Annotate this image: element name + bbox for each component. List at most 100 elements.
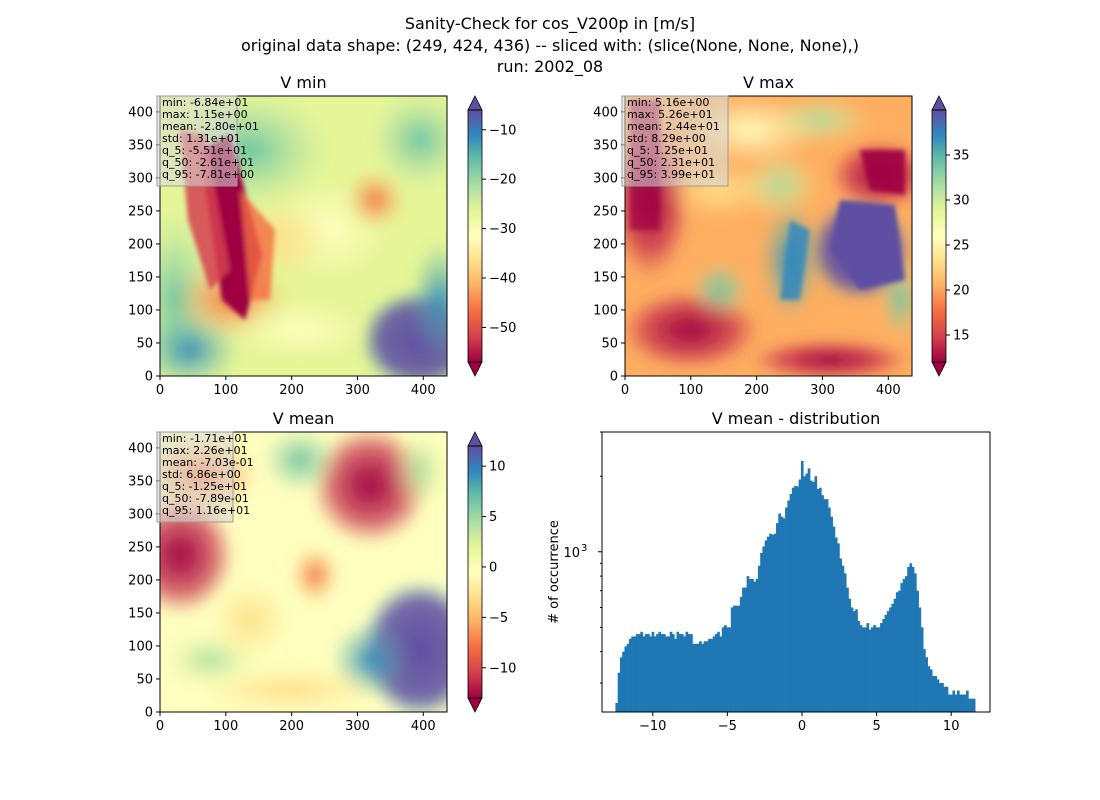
histogram-bar bbox=[927, 666, 931, 712]
histogram-bar bbox=[796, 486, 800, 712]
histogram-bar bbox=[886, 611, 890, 712]
histogram-bar bbox=[712, 636, 716, 712]
y-tick-label: 350 bbox=[128, 138, 153, 153]
colorbar-tick-label: 20 bbox=[953, 284, 970, 299]
histogram-bar bbox=[925, 657, 928, 712]
x-tick-label: −5 bbox=[718, 719, 737, 734]
histogram-bar bbox=[866, 623, 870, 712]
histogram-bar bbox=[699, 641, 702, 712]
histogram-bar bbox=[667, 636, 671, 712]
x-axis-ticks: −10 −5 0 5 10 bbox=[639, 712, 959, 734]
histogram-bar bbox=[830, 516, 833, 712]
stats-box: min: -1.71e+01 max: 2.26e+01 mean: -7.03… bbox=[156, 431, 254, 523]
histogram-bar bbox=[814, 476, 818, 712]
stats-line: q_5: -5.51e+01 bbox=[162, 144, 247, 157]
colorbar-tick-label: −40 bbox=[489, 272, 516, 287]
y-tick-label: 200 bbox=[593, 237, 618, 252]
stats-line: q_50: -2.61e+01 bbox=[162, 156, 254, 169]
histogram-bar bbox=[904, 576, 908, 712]
x-tick-label: 100 bbox=[213, 383, 238, 398]
x-tick-label: 100 bbox=[213, 719, 238, 734]
histogram-bar bbox=[714, 634, 718, 712]
histogram-bar bbox=[615, 702, 619, 712]
histogram-bar bbox=[895, 592, 899, 712]
histogram-bar bbox=[923, 648, 926, 712]
x-tick-label: 0 bbox=[621, 383, 629, 398]
histogram-bar bbox=[800, 460, 804, 712]
colorbar-ticks: −10 −5 0 5 10 bbox=[482, 460, 516, 676]
histogram-bar bbox=[966, 690, 969, 712]
histogram-bar bbox=[757, 565, 761, 712]
histogram-bar bbox=[871, 627, 874, 712]
histogram-bar bbox=[859, 625, 863, 712]
colorbar-tick-label: −5 bbox=[489, 611, 508, 626]
histogram-bar bbox=[914, 573, 917, 712]
histogram-bar bbox=[828, 507, 831, 712]
y-tick-label: 0 bbox=[145, 370, 153, 385]
histogram-bar bbox=[721, 627, 725, 712]
histogram-bar bbox=[968, 698, 971, 712]
x-tick-label: 200 bbox=[279, 383, 304, 398]
histogram-bar bbox=[909, 563, 913, 712]
stats-line: q_95: 3.99e+01 bbox=[627, 168, 715, 181]
y-tick-label: 400 bbox=[128, 441, 153, 456]
histogram-bar bbox=[638, 634, 641, 712]
histogram-bar bbox=[877, 627, 881, 712]
x-tick-label: 0 bbox=[156, 383, 164, 398]
histogram-bar bbox=[726, 627, 729, 712]
histogram-bar bbox=[662, 634, 666, 712]
histogram-bar bbox=[972, 698, 976, 712]
histogram-bar bbox=[674, 638, 677, 712]
colorbar-extend-top bbox=[467, 95, 483, 111]
histogram-bar bbox=[848, 598, 852, 712]
histogram-bar bbox=[902, 578, 906, 712]
histogram-bar bbox=[631, 636, 634, 712]
colorbar-tick-label: 15 bbox=[953, 329, 970, 344]
histogram-bar bbox=[633, 636, 637, 712]
histogram-bar bbox=[733, 605, 736, 712]
y-tick-label-exponent: 3 bbox=[581, 543, 587, 554]
histogram-bar bbox=[898, 590, 901, 712]
histogram-bar bbox=[803, 476, 806, 712]
y-tick-label: 250 bbox=[593, 204, 618, 219]
stats-line: q_5: -1.25e+01 bbox=[162, 480, 247, 493]
y-axis-ticks: 0 50 100 150 200 250 300 350 400 bbox=[593, 105, 625, 385]
colorbar-tick-label: −10 bbox=[489, 123, 516, 138]
y-axis-ticks: 0 50 100 150 200 250 300 350 400 bbox=[128, 441, 160, 721]
y-tick-label: 350 bbox=[593, 138, 618, 153]
x-axis-ticks: 0 100 200 300 400 bbox=[156, 712, 436, 734]
histogram-bar bbox=[832, 526, 836, 712]
x-axis-ticks: 0 100 200 300 400 bbox=[621, 376, 901, 398]
stats-box: min: 5.16e+00 max: 5.26e+01 mean: 2.44e+… bbox=[621, 95, 729, 187]
x-tick-label: 400 bbox=[411, 719, 436, 734]
histogram-bar bbox=[852, 611, 856, 712]
histogram-bar bbox=[787, 500, 790, 712]
histogram-bar bbox=[947, 694, 951, 712]
histogram-bar bbox=[950, 694, 953, 712]
histogram-bar bbox=[683, 636, 686, 712]
histogram-bar bbox=[934, 675, 938, 712]
colorbar-ticks: 15 20 25 30 35 bbox=[946, 149, 970, 344]
colorbar-extend-top bbox=[467, 431, 483, 447]
histogram-bar bbox=[739, 597, 743, 712]
histogram-bar bbox=[961, 694, 965, 712]
histogram-bar bbox=[644, 634, 648, 712]
panel-v-mean: V mean 0 100 200 300 400 0501001502002503003… bbox=[128, 409, 516, 734]
y-tick-label: 250 bbox=[128, 204, 153, 219]
histogram-bar bbox=[861, 627, 865, 712]
histogram-bar bbox=[701, 643, 705, 712]
histogram-bar bbox=[789, 493, 793, 712]
histogram-bar bbox=[748, 578, 752, 712]
y-tick-label: 250 bbox=[128, 540, 153, 555]
panel-title: V min bbox=[280, 73, 326, 92]
y-tick-label: 150 bbox=[593, 270, 618, 285]
histogram-bar bbox=[900, 583, 904, 712]
histogram-bar bbox=[864, 627, 867, 712]
histogram-bar bbox=[893, 598, 897, 712]
heatmap-image bbox=[625, 96, 912, 376]
histogram-bars bbox=[615, 460, 976, 712]
y-tick-label: 300 bbox=[128, 171, 153, 186]
histogram-bar bbox=[819, 487, 822, 712]
y-tick-label: 0 bbox=[145, 706, 153, 721]
